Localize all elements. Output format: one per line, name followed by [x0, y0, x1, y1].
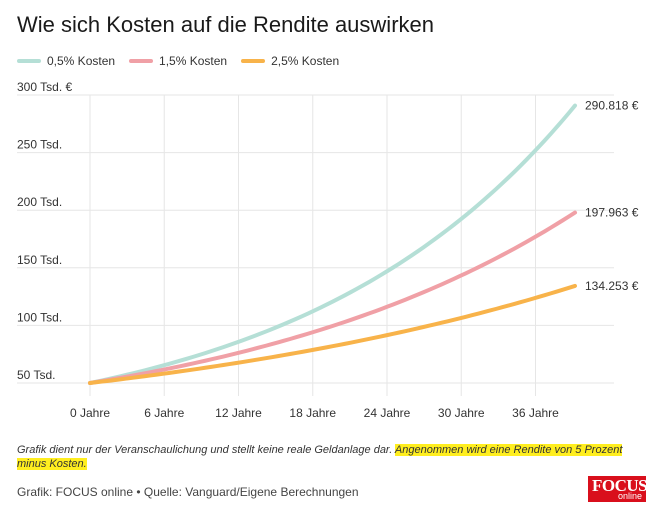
legend-item-0: 0,5% Kosten	[17, 54, 115, 68]
logo-text: FOCUS	[592, 476, 648, 495]
x-tick-label-6: 36 Jahre	[512, 406, 559, 420]
legend-label-1: 1,5% Kosten	[159, 54, 228, 68]
series-line-1	[88, 210, 577, 385]
legend-label-0: 0,5% Kosten	[47, 54, 116, 68]
chart-note: Grafik dient nur der Veranschaulichung u…	[17, 443, 637, 471]
y-tick-label-2: 150 Tsd.	[17, 253, 62, 267]
y-tick-label-5: 300 Tsd. €	[17, 80, 72, 94]
y-tick-label-4: 250 Tsd.	[17, 138, 62, 152]
chart-legend: 0,5% Kosten 1,5% Kosten 2,5% Kosten	[17, 54, 339, 68]
end-value-label-2: 134.253 €	[585, 279, 639, 293]
legend-item-1: 1,5% Kosten	[129, 54, 227, 68]
x-tick-label-1: 6 Jahre	[144, 406, 184, 420]
end-value-label-1: 197.963 €	[585, 206, 639, 220]
y-tick-label-0: 50 Tsd.	[17, 368, 55, 382]
x-tick-label-5: 30 Jahre	[438, 406, 485, 420]
legend-swatch-1	[129, 59, 154, 63]
logo-sub: online	[617, 491, 642, 501]
x-tick-label-4: 24 Jahre	[364, 406, 411, 420]
series-line-2	[88, 283, 577, 385]
chart-title: Wie sich Kosten auf die Rendite auswirke…	[17, 12, 434, 37]
legend-swatch-0	[17, 59, 41, 63]
note-text: Grafik dient nur der Veranschaulichung u…	[17, 444, 395, 456]
source-line: Grafik: FOCUS online • Quelle: Vanguard/…	[17, 485, 359, 499]
legend-item-2: 2,5% Kosten	[241, 54, 339, 68]
line-chart: 50 Tsd. 100 Tsd. 150 Tsd. 200 Tsd. 250 Tsd. 3…	[17, 80, 639, 420]
series-line-0	[88, 103, 577, 385]
y-tick-label-3: 200 Tsd.	[17, 195, 62, 209]
x-tick-label-2: 12 Jahre	[215, 406, 262, 420]
focus-online-logo: FOCUS online	[588, 476, 648, 502]
x-tick-label-3: 18 Jahre	[289, 406, 336, 420]
legend-label-2: 2,5% Kosten	[271, 54, 340, 68]
y-tick-label-1: 100 Tsd.	[17, 310, 62, 324]
legend-swatch-2	[241, 59, 266, 63]
end-value-label-0: 290.818 €	[585, 99, 639, 113]
x-tick-label-0: 0 Jahre	[70, 406, 110, 420]
